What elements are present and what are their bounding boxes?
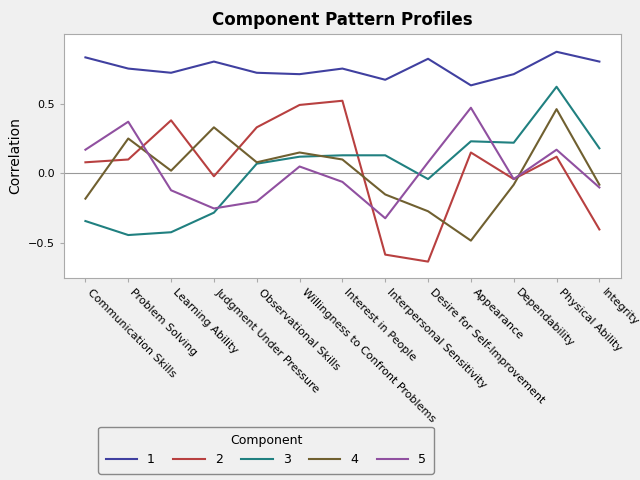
Line: 4: 4: [85, 109, 600, 240]
3: [510, 140, 518, 145]
4: [553, 106, 561, 112]
Line: 1: 1: [85, 52, 600, 85]
2: [124, 156, 132, 162]
4: [510, 182, 518, 188]
4: [253, 159, 260, 165]
3: [553, 84, 561, 90]
2: [253, 124, 260, 130]
1: [424, 56, 432, 61]
4: [424, 208, 432, 214]
Title: Component Pattern Profiles: Component Pattern Profiles: [212, 11, 473, 29]
3: [424, 176, 432, 182]
Y-axis label: Correlation: Correlation: [8, 118, 22, 194]
1: [510, 72, 518, 77]
4: [296, 150, 303, 156]
3: [339, 153, 346, 158]
3: [167, 229, 175, 235]
1: [553, 49, 561, 55]
1: [253, 70, 260, 76]
5: [339, 179, 346, 185]
Line: 2: 2: [85, 101, 600, 262]
5: [81, 147, 89, 153]
4: [381, 192, 389, 197]
4: [467, 238, 475, 243]
2: [81, 159, 89, 165]
3: [296, 154, 303, 159]
2: [553, 154, 561, 159]
4: [596, 182, 604, 188]
4: [167, 168, 175, 174]
2: [510, 176, 518, 182]
5: [510, 176, 518, 182]
5: [253, 199, 260, 204]
5: [381, 216, 389, 221]
3: [210, 210, 218, 216]
2: [339, 98, 346, 104]
3: [253, 161, 260, 167]
1: [210, 59, 218, 64]
4: [124, 136, 132, 142]
4: [210, 124, 218, 130]
3: [381, 153, 389, 158]
2: [596, 227, 604, 232]
5: [210, 205, 218, 211]
2: [381, 252, 389, 257]
5: [467, 105, 475, 110]
3: [124, 232, 132, 238]
2: [467, 150, 475, 156]
5: [124, 119, 132, 125]
2: [210, 173, 218, 179]
X-axis label: Variable: Variable: [314, 430, 371, 444]
2: [296, 102, 303, 108]
1: [81, 55, 89, 60]
1: [167, 70, 175, 76]
1: [339, 66, 346, 72]
4: [339, 156, 346, 162]
5: [596, 185, 604, 191]
4: [81, 196, 89, 202]
1: [381, 77, 389, 83]
5: [553, 147, 561, 153]
5: [296, 164, 303, 169]
1: [296, 72, 303, 77]
5: [424, 159, 432, 165]
5: [167, 187, 175, 193]
3: [81, 218, 89, 224]
1: [467, 83, 475, 88]
3: [596, 145, 604, 151]
2: [424, 259, 432, 264]
Line: 3: 3: [85, 87, 600, 235]
2: [167, 118, 175, 123]
Legend: 1, 2, 3, 4, 5: 1, 2, 3, 4, 5: [98, 427, 434, 474]
1: [124, 66, 132, 72]
Line: 5: 5: [85, 108, 600, 218]
1: [596, 59, 604, 64]
3: [467, 138, 475, 144]
